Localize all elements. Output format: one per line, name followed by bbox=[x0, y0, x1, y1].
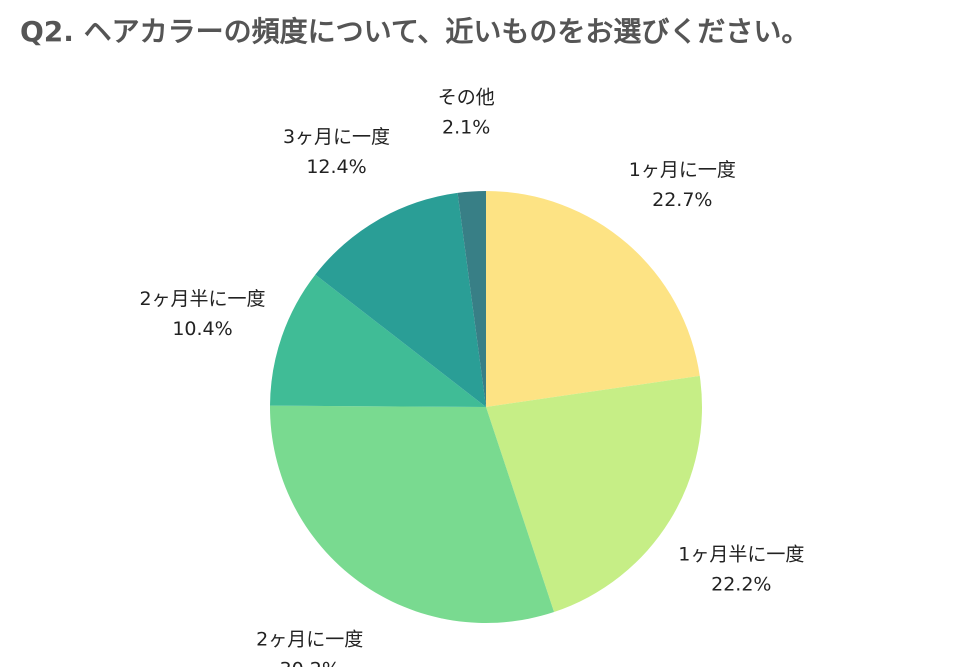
slice-label: 2ヶ月半に一度 bbox=[139, 288, 265, 310]
pie-slices bbox=[269, 191, 703, 623]
slice-value-label: 22.7% bbox=[652, 189, 712, 211]
pie-slice bbox=[270, 274, 486, 407]
slice-label: その他 bbox=[438, 87, 495, 109]
pie-labels: 1ヶ月に一度 22.7% 1ヶ月半に一度 22.2% 2ヶ月に一度 30.2% 2ヶ月半に一… bbox=[139, 87, 804, 667]
pie-slice bbox=[457, 191, 486, 407]
pie-slice bbox=[269, 405, 555, 623]
slice-value-label: 10.4% bbox=[172, 318, 232, 340]
pie-slice bbox=[486, 375, 703, 612]
chart-title: Q2. ヘアカラーの頻度について、近いものをお選びください。 bbox=[20, 15, 810, 48]
slice-label: 1ヶ月半に一度 bbox=[678, 544, 804, 566]
slice-value-label: 22.2% bbox=[711, 574, 771, 596]
slice-label: 1ヶ月に一度 bbox=[629, 159, 736, 181]
slice-value-label: 12.4% bbox=[306, 156, 366, 178]
slice-value-label: 2.1% bbox=[442, 117, 490, 139]
slice-label: 3ヶ月に一度 bbox=[283, 126, 390, 148]
slice-value-label: 30.2% bbox=[280, 659, 340, 667]
pie-slice bbox=[486, 191, 700, 407]
pie-slice bbox=[315, 192, 486, 407]
slice-label: 2ヶ月に一度 bbox=[256, 629, 363, 651]
